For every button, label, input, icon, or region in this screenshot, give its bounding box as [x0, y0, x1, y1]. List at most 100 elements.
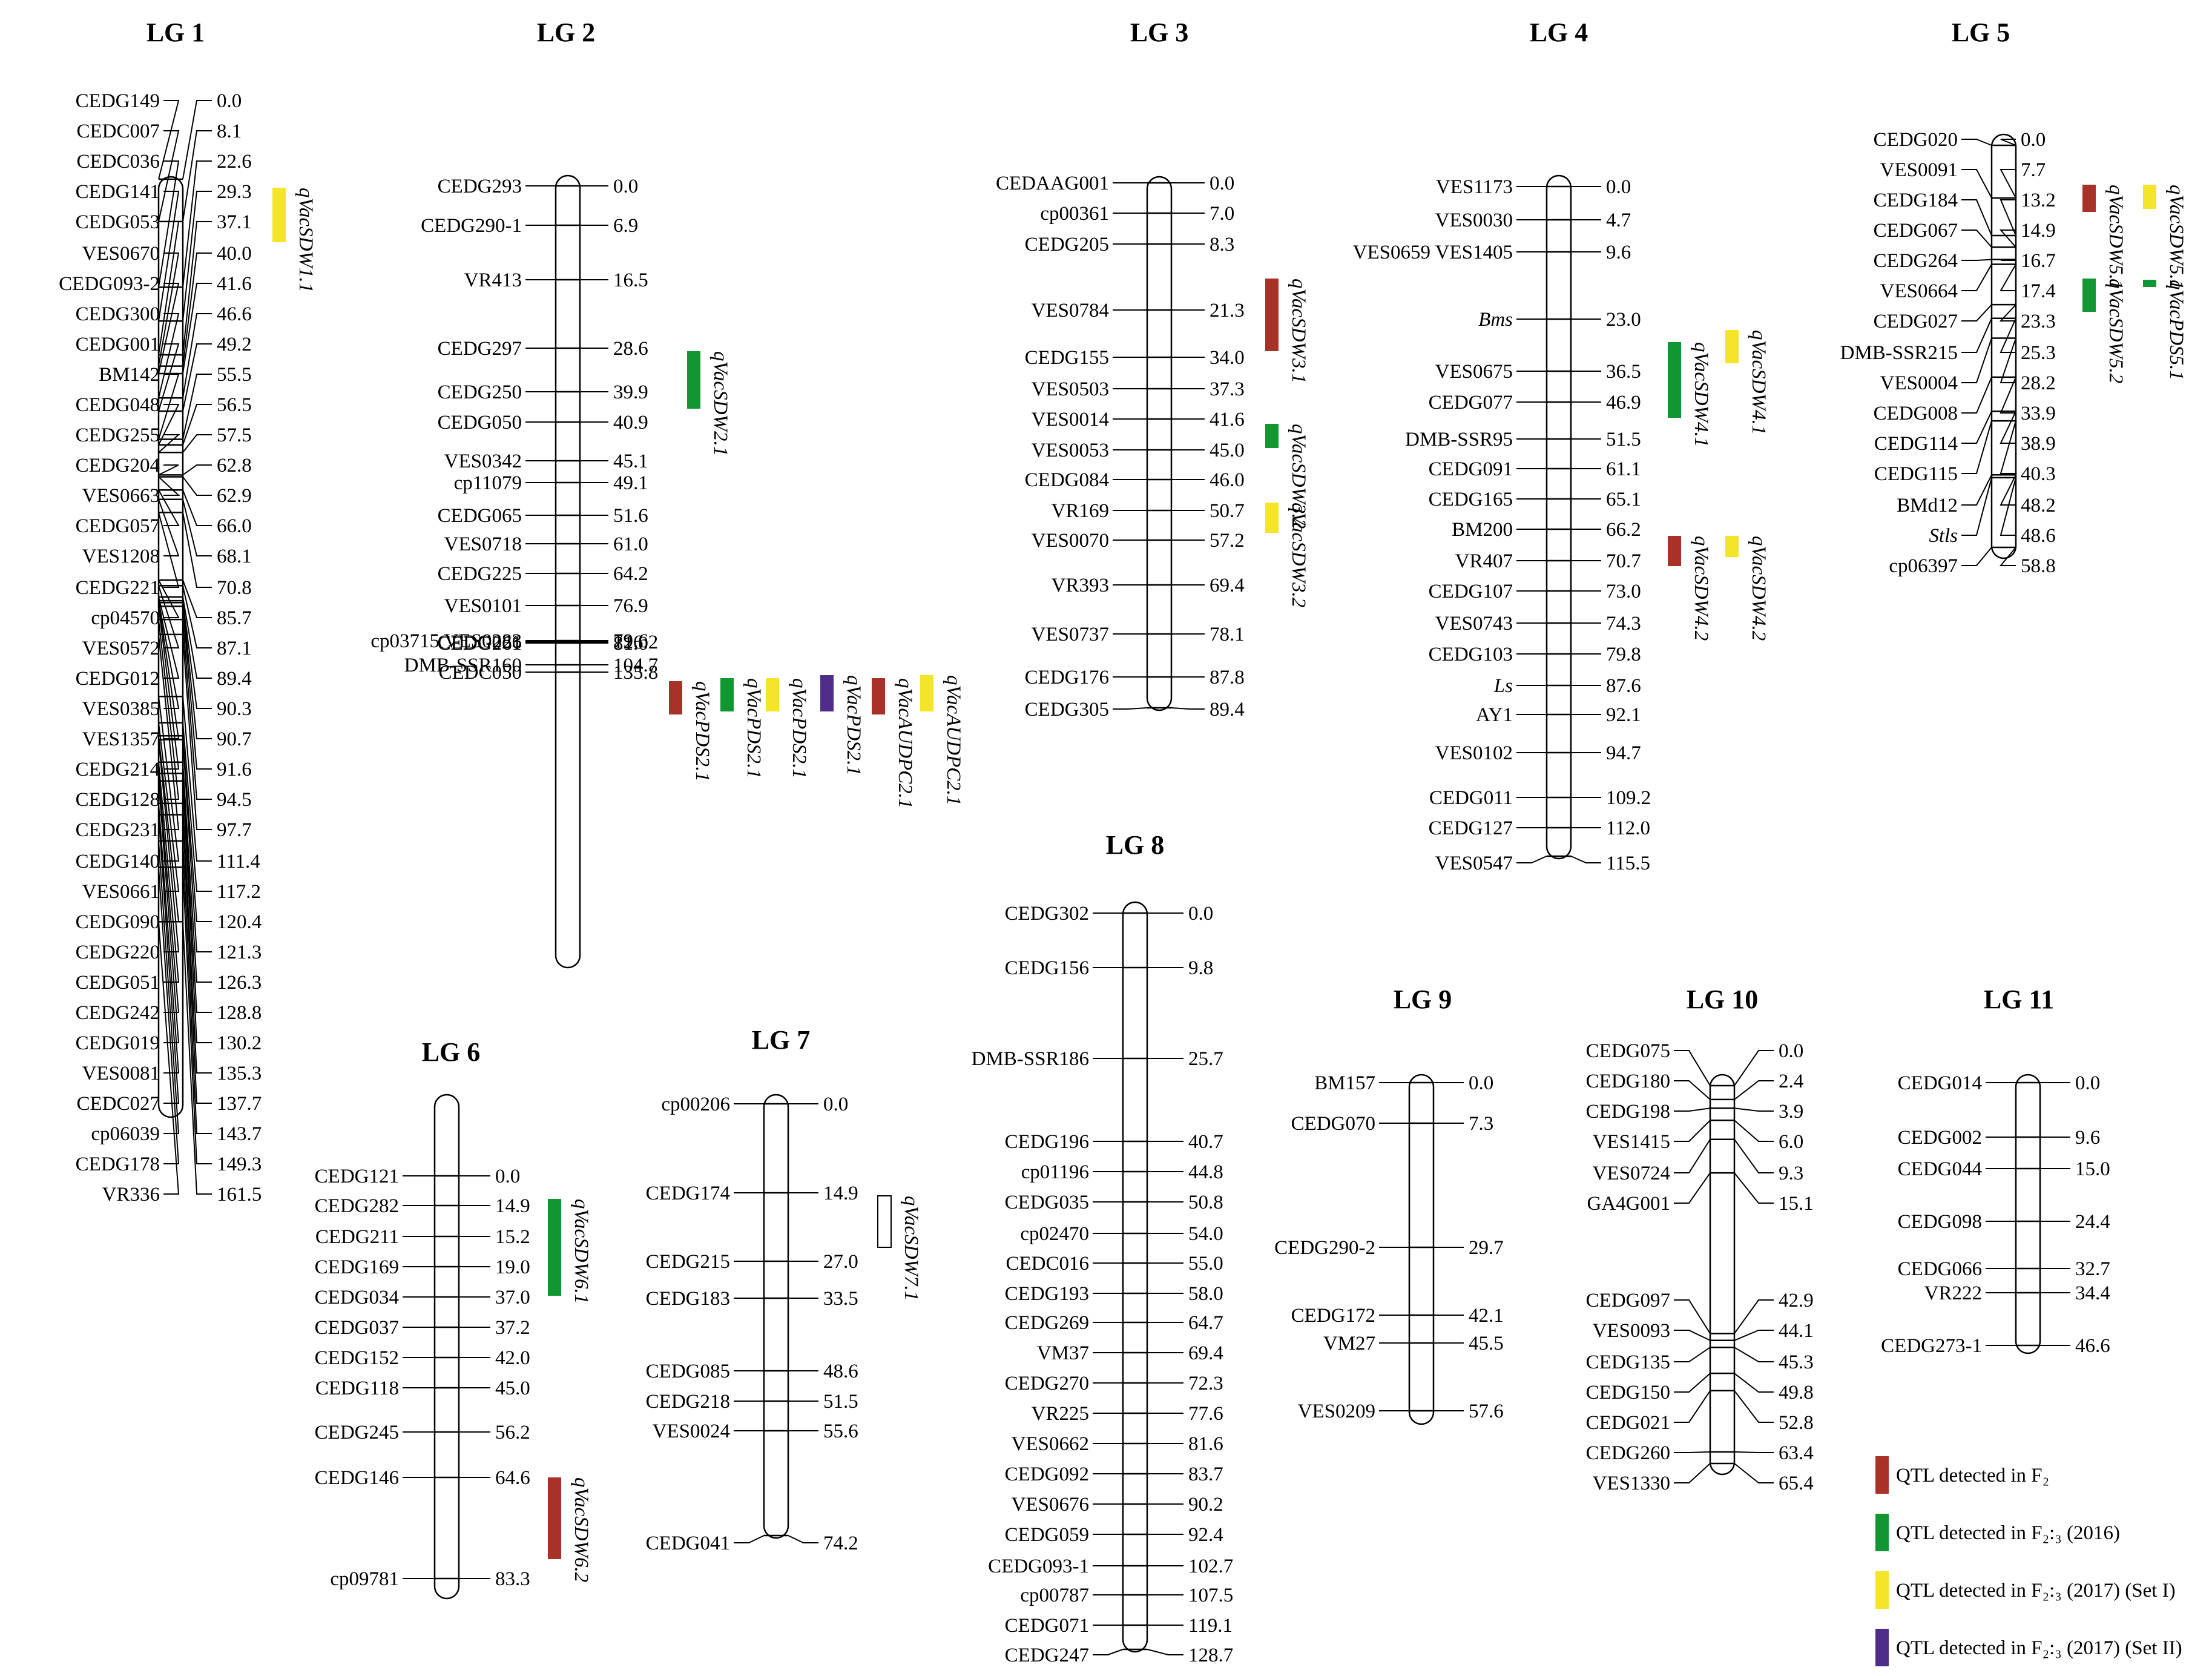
marker-position: 9.8 [1188, 957, 1213, 979]
position-connector [182, 773, 212, 1013]
marker-label: CEDG114 [1874, 433, 1958, 455]
marker-position: 61.0 [613, 533, 648, 555]
position-connector [182, 736, 212, 922]
qtl-bar [1265, 424, 1279, 448]
marker-position: 29.7 [1469, 1237, 1504, 1259]
marker-connector [1961, 229, 1992, 248]
marker-position: 36.5 [1606, 361, 1641, 383]
marker-label: CEDC050 [438, 662, 522, 684]
marker-position: 74.2 [823, 1532, 858, 1554]
marker-label: CEDG183 [646, 1288, 730, 1310]
marker-position: 70.8 [217, 577, 252, 599]
marker-position: 87.1 [217, 638, 252, 659]
lg-title: LG 3 [1130, 18, 1189, 47]
marker-position: 0.0 [2021, 129, 2046, 151]
marker-position: 55.0 [1188, 1253, 1223, 1275]
marker-connector [158, 512, 180, 588]
marker-label: VES0091 [1880, 159, 1958, 181]
marker-position: 62.8 [217, 455, 252, 477]
marker-position: 7.7 [2021, 159, 2046, 181]
marker-position: 46.6 [217, 303, 252, 325]
linkage-group-11: LG 11 CEDG014 0.0 CEDG002 9.6 CEDG044 15.0 CEDG… [1881, 985, 2110, 1357]
marker-label: CEDG053 [76, 211, 160, 233]
marker-position: 0.0 [1779, 1040, 1803, 1062]
marker-label: VES0385 [82, 698, 160, 720]
position-connector [2000, 169, 2016, 199]
marker-connector [1674, 1390, 1711, 1423]
marker-label: Stls [1929, 525, 1958, 547]
marker-label: VES0342 [444, 450, 522, 472]
marker-label: VES0209 [1298, 1401, 1375, 1422]
marker-label: CEDG140 [76, 851, 160, 873]
marker-position: 56.2 [495, 1422, 530, 1443]
marker-label: CEDG020 [1874, 129, 1958, 151]
marker-connector [1961, 420, 1992, 474]
marker-label: VES0014 [1032, 409, 1109, 431]
marker-label: VES1173 [1436, 176, 1513, 198]
marker-label: CEDG261 [438, 633, 522, 655]
qtl-bar [1265, 279, 1279, 351]
marker-position: 149.3 [217, 1153, 262, 1175]
position-connector [182, 374, 212, 440]
marker-position: 32.7 [2075, 1258, 2110, 1280]
marker-connector [158, 160, 180, 288]
marker-position: 87.8 [1210, 667, 1245, 688]
marker-label: VES0102 [1435, 742, 1513, 764]
qtl-bar [2082, 279, 2096, 312]
position-connector [1734, 1080, 1774, 1100]
marker-label: CEDG021 [1586, 1412, 1670, 1434]
marker-position: 61.1 [1606, 458, 1641, 480]
marker-label: cp00206 [661, 1094, 730, 1115]
position-connector [182, 404, 212, 446]
marker-label: CEDG172 [1291, 1305, 1375, 1327]
marker-position: 7.0 [1210, 203, 1234, 225]
marker-position: 15.2 [495, 1226, 530, 1248]
qtl-label: qVacSDW4.1 [1690, 342, 1712, 447]
marker-position: 45.5 [1469, 1333, 1504, 1354]
position-connector [182, 606, 212, 770]
marker-position: 8.1 [217, 120, 242, 142]
marker-label: VES0724 [1593, 1163, 1670, 1184]
position-connector [2000, 474, 2016, 506]
marker-position: 0.0 [1210, 173, 1234, 194]
marker-position: 15.1 [1779, 1193, 1814, 1215]
marker-position: 83.3 [495, 1568, 530, 1590]
marker-position: 14.9 [823, 1183, 858, 1204]
marker-position: 46.9 [1606, 392, 1641, 414]
marker-position: 69.4 [1188, 1342, 1223, 1364]
marker-position: 13.2 [2021, 190, 2056, 211]
marker-label: CEDG165 [1429, 489, 1513, 510]
marker-position: 102.7 [1188, 1556, 1233, 1577]
marker-label: cp01196 [1021, 1161, 1089, 1183]
position-connector [1734, 1120, 1774, 1142]
marker-label: CEDG211 [315, 1226, 399, 1248]
chromosome-bar [763, 1094, 789, 1539]
marker-position: 48.6 [2021, 525, 2056, 547]
marker-label: CEDG071 [1005, 1615, 1089, 1637]
marker-label: CEDG293 [438, 176, 522, 197]
marker-label: VES1330 [1593, 1473, 1670, 1494]
marker-label: CEDG065 [438, 505, 522, 527]
lg-title: LG 7 [752, 1025, 811, 1055]
marker-label: CEDG001 [76, 334, 160, 355]
marker-label: VES0101 [444, 595, 522, 617]
chromosome-bar [433, 1094, 460, 1600]
marker-label: CEDG008 [1874, 403, 1958, 424]
marker-position: 34.0 [1210, 347, 1245, 369]
marker-connector [1961, 411, 1992, 444]
marker-position: 9.6 [2075, 1127, 2100, 1149]
marker-label: CEDG218 [646, 1391, 730, 1413]
marker-position: 7.3 [1469, 1113, 1493, 1135]
marker-label: CEDG196 [1005, 1131, 1089, 1153]
position-connector [2000, 338, 2016, 383]
qtl-label: qVacAUDPC2.1 [943, 675, 964, 805]
marker-label: CEDC027 [76, 1093, 160, 1115]
marker-connector [1674, 1463, 1711, 1483]
marker-label: VES0503 [1032, 378, 1109, 400]
marker-label: cp02470 [1020, 1223, 1089, 1245]
qtl-label: qVacSDW3.2 [1288, 503, 1309, 607]
position-connector [182, 596, 212, 679]
position-connector [1734, 1107, 1774, 1112]
position-connector [182, 191, 212, 322]
marker-label: VES0670 [82, 243, 160, 265]
